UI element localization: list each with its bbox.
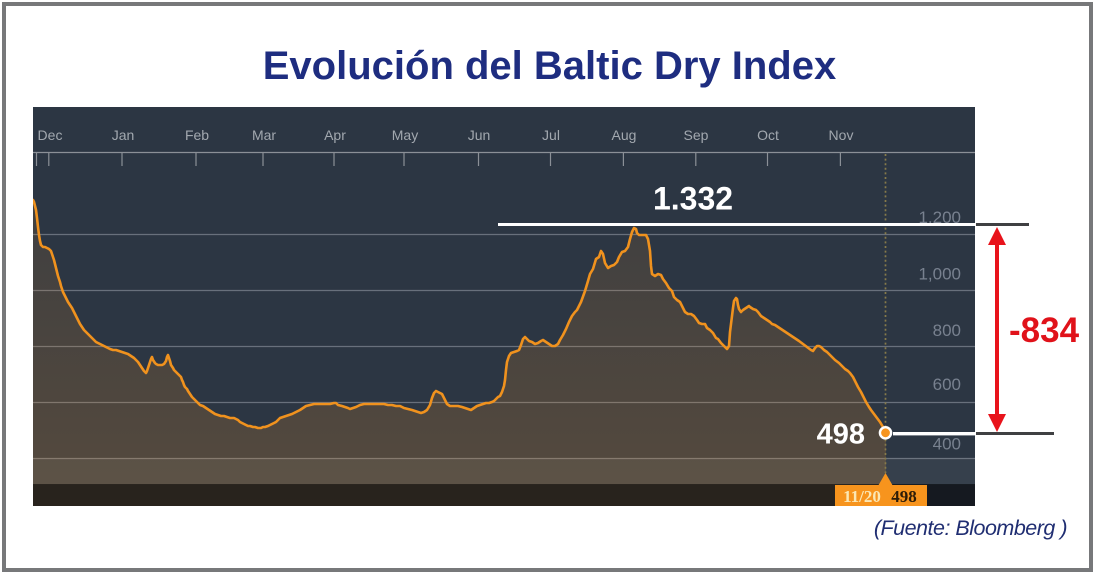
svg-text:Feb: Feb (185, 127, 209, 143)
svg-text:Nov: Nov (829, 127, 854, 143)
svg-text:800: 800 (933, 321, 961, 340)
svg-text:1.332: 1.332 (653, 181, 733, 217)
svg-text:Jan: Jan (112, 127, 135, 143)
svg-text:Sep: Sep (684, 127, 709, 143)
svg-text:1,000: 1,000 (918, 265, 961, 284)
svg-text:498: 498 (817, 419, 865, 451)
svg-text:400: 400 (933, 435, 961, 454)
svg-text:Jul: Jul (542, 127, 560, 143)
svg-text:Oct: Oct (757, 127, 779, 143)
svg-text:11/20: 11/20 (843, 487, 881, 506)
svg-text:Dec: Dec (38, 127, 63, 143)
svg-text:498: 498 (891, 487, 917, 506)
svg-text:Apr: Apr (324, 127, 346, 143)
svg-text:Mar: Mar (252, 127, 276, 143)
svg-text:600: 600 (933, 375, 961, 394)
svg-text:May: May (392, 127, 418, 143)
svg-text:1,200: 1,200 (918, 208, 961, 227)
svg-text:Jun: Jun (468, 127, 491, 143)
svg-text:Aug: Aug (612, 127, 637, 143)
